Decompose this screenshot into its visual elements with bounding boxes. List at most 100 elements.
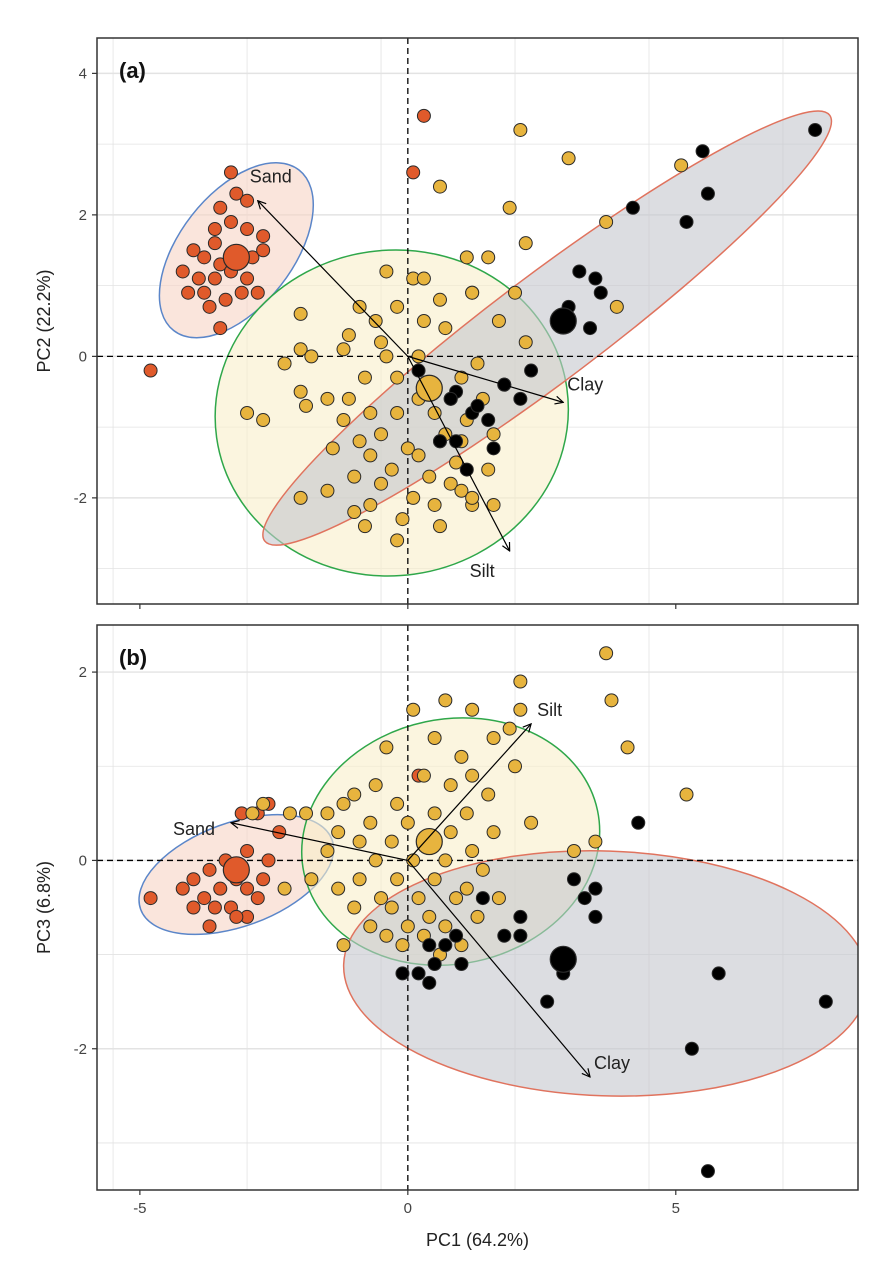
centroid-group-1 bbox=[222, 856, 250, 884]
data-point-group-3 bbox=[438, 938, 453, 953]
data-point-group-2 bbox=[588, 834, 603, 849]
loading-arrow-clay bbox=[407, 355, 563, 402]
data-point-group-1 bbox=[197, 250, 212, 265]
data-point-group-2 bbox=[406, 702, 421, 717]
data-point-group-2 bbox=[416, 768, 431, 783]
data-point-group-2 bbox=[374, 476, 389, 491]
data-point-group-1 bbox=[207, 271, 222, 286]
data-point-group-2 bbox=[379, 264, 394, 279]
data-point-group-2 bbox=[256, 413, 271, 428]
data-point-group-2 bbox=[256, 796, 271, 811]
y-tick-label: 0 bbox=[79, 348, 87, 365]
data-point-group-2 bbox=[513, 122, 528, 137]
data-point-group-2 bbox=[352, 872, 367, 887]
data-point-group-1 bbox=[197, 891, 212, 906]
data-point-group-2 bbox=[374, 427, 389, 442]
data-point-group-2 bbox=[293, 306, 308, 321]
data-point-group-3 bbox=[513, 391, 528, 406]
data-point-group-2 bbox=[304, 349, 319, 364]
data-point-group-2 bbox=[384, 900, 399, 915]
data-point-group-3 bbox=[583, 321, 598, 336]
data-point-group-2 bbox=[240, 405, 255, 420]
data-point-group-2 bbox=[422, 909, 437, 924]
data-point-group-3 bbox=[572, 264, 587, 279]
data-point-group-3 bbox=[470, 398, 485, 413]
data-point-group-3 bbox=[679, 214, 694, 229]
data-point-group-2 bbox=[357, 519, 372, 534]
data-point-group-3 bbox=[818, 994, 833, 1009]
data-point-group-2 bbox=[320, 391, 335, 406]
y-tick-label: -2 bbox=[74, 1041, 87, 1058]
data-point-group-3 bbox=[411, 966, 426, 981]
data-point-group-2 bbox=[416, 271, 431, 286]
data-point-group-1 bbox=[240, 881, 255, 896]
plot-area bbox=[97, 38, 858, 604]
data-point-group-1 bbox=[181, 285, 196, 300]
loading-label-silt: Silt bbox=[470, 561, 495, 581]
data-point-group-1 bbox=[202, 919, 217, 934]
data-point-group-1 bbox=[229, 186, 244, 201]
data-point-group-2 bbox=[438, 919, 453, 934]
data-point-group-1 bbox=[256, 872, 271, 887]
data-point-group-2 bbox=[443, 825, 458, 840]
data-point-group-2 bbox=[465, 702, 480, 717]
data-point-group-2 bbox=[459, 806, 474, 821]
data-point-group-1 bbox=[143, 891, 158, 906]
data-point-group-3 bbox=[513, 928, 528, 943]
data-point-group-2 bbox=[331, 825, 346, 840]
loading-arrow-sand bbox=[258, 201, 409, 357]
data-point-group-3 bbox=[631, 815, 646, 830]
data-point-group-2 bbox=[411, 891, 426, 906]
data-point-group-2 bbox=[502, 200, 517, 215]
data-point-group-2 bbox=[465, 844, 480, 858]
data-point-group-2 bbox=[449, 455, 464, 470]
data-point-group-1 bbox=[202, 862, 217, 877]
data-point-group-2 bbox=[524, 815, 539, 830]
data-point-group-3 bbox=[625, 200, 640, 215]
data-point-group-1 bbox=[240, 271, 255, 286]
data-point-group-2 bbox=[341, 391, 356, 406]
data-point-group-3 bbox=[588, 909, 603, 924]
data-point-group-2 bbox=[400, 815, 415, 830]
data-point-group-2 bbox=[438, 321, 453, 336]
data-point-group-2 bbox=[368, 853, 383, 868]
data-point-group-2 bbox=[416, 314, 431, 328]
data-point-group-2 bbox=[400, 919, 415, 934]
data-point-group-1 bbox=[218, 292, 233, 307]
loading-label-clay: Clay bbox=[567, 374, 603, 394]
data-point-group-2 bbox=[454, 749, 469, 764]
data-point-group-2 bbox=[454, 370, 469, 385]
data-point-group-3 bbox=[475, 891, 490, 906]
data-point-group-3 bbox=[454, 957, 469, 971]
data-point-group-1 bbox=[213, 321, 228, 336]
y-axis-title: PC2 (22.2%) bbox=[34, 269, 54, 372]
loading-label-sand: Sand bbox=[173, 819, 215, 839]
panel-border bbox=[96, 624, 859, 1191]
loading-label-clay: Clay bbox=[594, 1053, 630, 1073]
x-tick-label: 5 bbox=[672, 1200, 680, 1217]
data-point-group-2 bbox=[320, 483, 335, 498]
data-point-group-2 bbox=[390, 872, 405, 887]
data-point-group-2 bbox=[486, 825, 501, 840]
data-point-group-1 bbox=[213, 200, 228, 215]
data-point-group-2 bbox=[513, 702, 528, 717]
data-point-group-1 bbox=[186, 900, 201, 915]
data-point-group-2 bbox=[508, 285, 523, 300]
x-tick-label: -5 bbox=[133, 1200, 146, 1217]
data-point-group-2 bbox=[390, 796, 405, 811]
data-point-group-1 bbox=[234, 285, 249, 300]
loading-arrow-clay bbox=[407, 860, 590, 1077]
data-point-group-1 bbox=[250, 285, 265, 300]
data-point-group-2 bbox=[427, 872, 442, 887]
data-point-group-1 bbox=[175, 264, 190, 279]
data-point-group-2 bbox=[363, 919, 378, 934]
data-point-group-1 bbox=[229, 909, 244, 924]
data-point-group-1 bbox=[240, 193, 255, 208]
centroid-group-2 bbox=[415, 374, 443, 402]
data-point-group-2 bbox=[486, 731, 501, 745]
data-point-group-2 bbox=[411, 448, 426, 463]
data-point-group-2 bbox=[341, 328, 356, 343]
data-point-group-2 bbox=[508, 759, 523, 774]
data-point-group-2 bbox=[438, 693, 453, 708]
data-point-group-2 bbox=[481, 462, 496, 477]
